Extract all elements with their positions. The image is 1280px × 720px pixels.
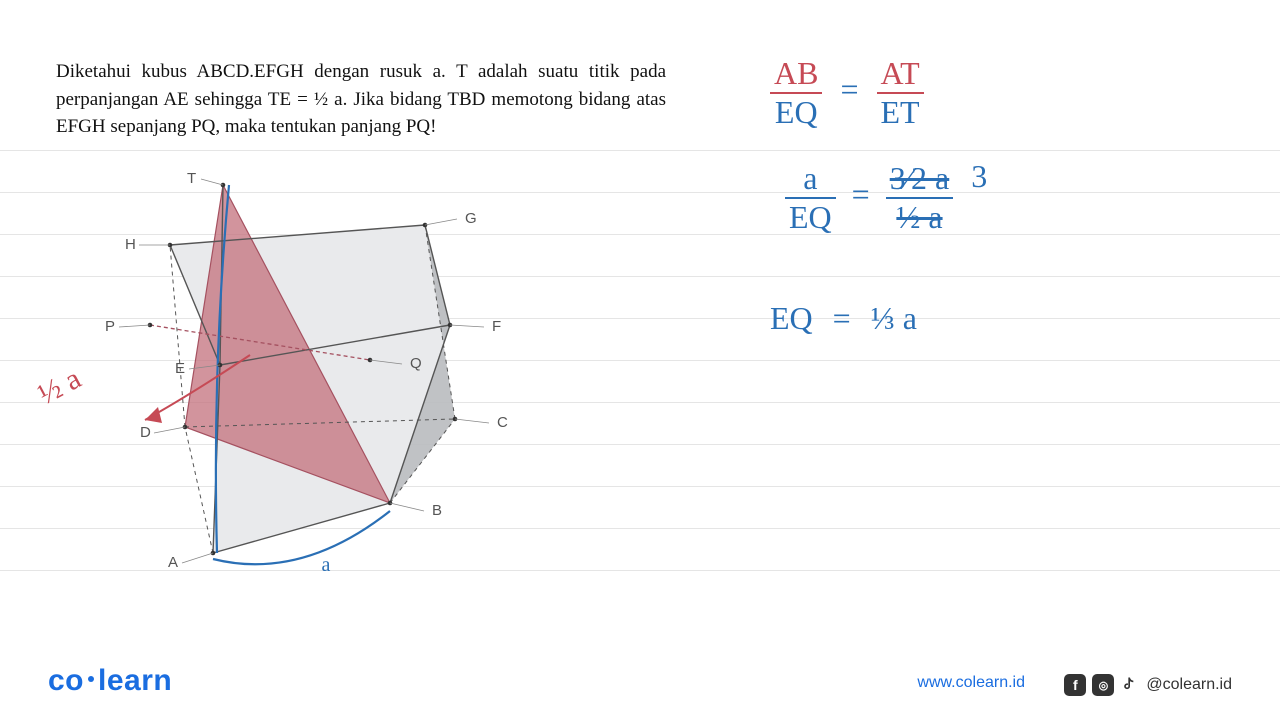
- eq1-rhs: AT ET: [877, 55, 924, 131]
- result-lhs: EQ: [770, 300, 813, 336]
- result-rhs: ⅓ a: [871, 300, 917, 336]
- result: EQ = ⅓ a: [770, 300, 917, 337]
- svg-text:G: G: [465, 210, 477, 227]
- svg-text:B: B: [432, 502, 442, 519]
- eq2-reduced: 3: [971, 158, 987, 194]
- footer-url[interactable]: www.colearn.id: [917, 674, 1025, 692]
- eq1-rhs-den: ET: [877, 94, 924, 131]
- eq2-rhs-num: 3⁄2 a: [886, 160, 954, 199]
- eq2-lhs: a EQ: [785, 160, 836, 236]
- brand-logo: colearn: [48, 664, 172, 698]
- footer-social: f ◎ @colearn.id: [1064, 674, 1232, 696]
- eq2-lhs-den: EQ: [785, 199, 836, 236]
- cube-diagram: a A B C D E F G H T P Q: [95, 165, 515, 595]
- svg-text:H: H: [125, 236, 136, 253]
- eq1-lhs-num: AB: [770, 55, 822, 94]
- svg-text:a: a: [322, 554, 331, 576]
- eq-sign-3: =: [833, 300, 851, 336]
- footer: colearn www.colearn.id f ◎ @colearn.id: [0, 658, 1280, 698]
- svg-text:T: T: [187, 170, 196, 187]
- svg-text:A: A: [168, 554, 178, 571]
- eq2-rhs-den: ½ a: [886, 199, 954, 236]
- page: Diketahui kubus ABCD.EFGH dengan rusuk a…: [0, 0, 1280, 720]
- problem-text: Diketahui kubus ABCD.EFGH dengan rusuk a…: [56, 58, 666, 141]
- eq1-rhs-num: AT: [877, 55, 924, 94]
- social-handle[interactable]: @colearn.id: [1146, 676, 1232, 694]
- tiktok-icon[interactable]: [1120, 675, 1140, 695]
- eq-sign-2: =: [852, 176, 870, 212]
- eq-sign: =: [840, 71, 858, 107]
- brand-left: co: [48, 664, 84, 697]
- svg-text:Q: Q: [410, 355, 422, 372]
- eq1-lhs: AB EQ: [770, 55, 822, 131]
- eq2: a EQ = 3⁄2 a ½ a 3: [785, 160, 987, 236]
- facebook-icon[interactable]: f: [1064, 674, 1086, 696]
- eq1-lhs-den: EQ: [770, 94, 822, 131]
- svg-text:D: D: [140, 424, 151, 441]
- svg-text:C: C: [497, 414, 508, 431]
- eq2-lhs-num: a: [785, 160, 836, 199]
- eq2-rhs: 3⁄2 a ½ a: [886, 160, 954, 236]
- half-a-annotation: ½ a: [33, 362, 87, 412]
- eq1: AB EQ = AT ET: [770, 55, 924, 131]
- svg-text:P: P: [105, 318, 115, 335]
- brand-dot: [88, 676, 94, 682]
- instagram-icon[interactable]: ◎: [1092, 674, 1114, 696]
- brand-right: learn: [98, 664, 172, 697]
- svg-text:F: F: [492, 318, 501, 335]
- svg-text:E: E: [175, 360, 185, 377]
